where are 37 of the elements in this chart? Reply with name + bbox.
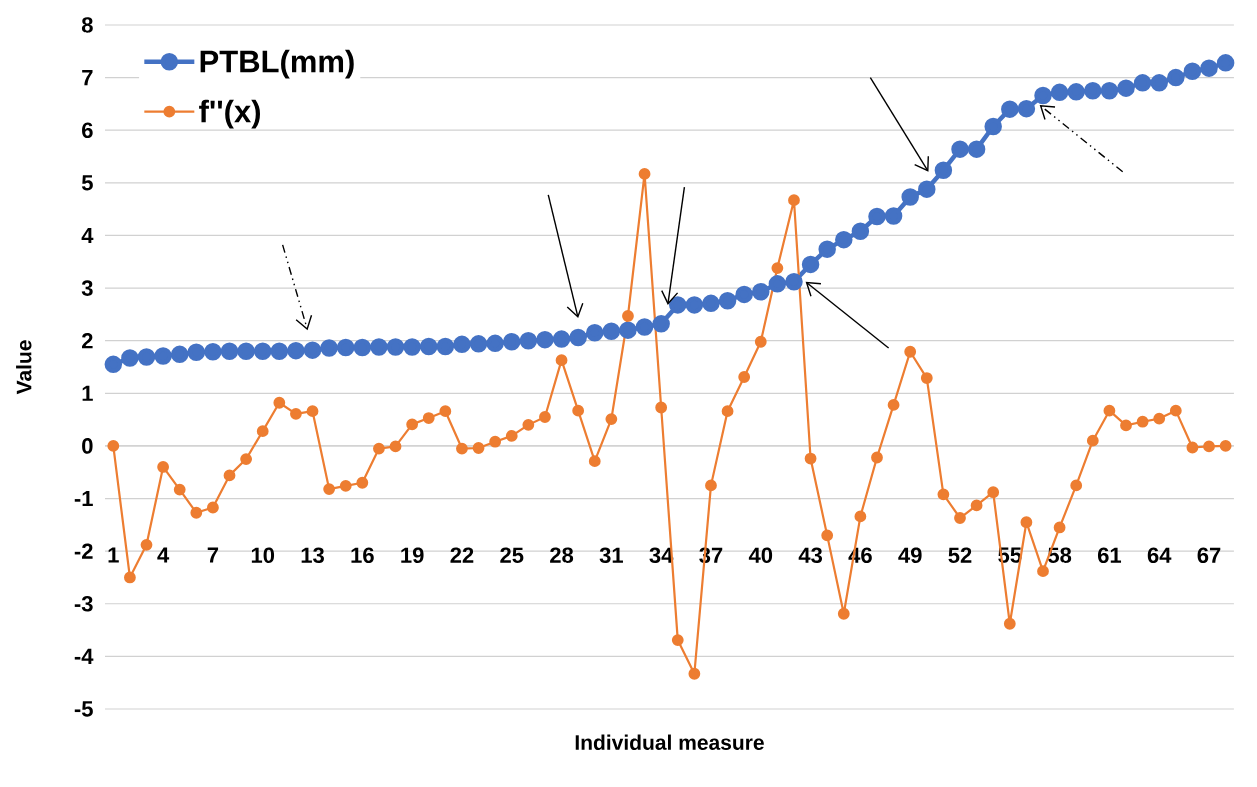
legend-label: f''(x) (199, 99, 260, 129)
y-tick-label: 0 (82, 438, 93, 454)
x-tick-label: 61 (1097, 547, 1122, 564)
x-tick-label: 40 (748, 547, 773, 564)
x-tick-label: 1 (108, 547, 119, 563)
x-tick-label: 52 (948, 547, 972, 564)
x-tick-label: 16 (351, 547, 374, 564)
x-tick-label: 31 (599, 547, 623, 564)
y-tick-label: 8 (81, 17, 93, 33)
x-tick-label: 19 (401, 547, 424, 564)
x-tick-label: 28 (550, 547, 574, 564)
x-tick-label: 13 (301, 547, 324, 564)
y-tick-label: -2 (74, 543, 93, 559)
x-tick-label: 43 (798, 547, 823, 564)
y-axis-title: Value (16, 340, 32, 395)
y-tick-label: 1 (82, 385, 93, 401)
y-tick-label: -1 (74, 490, 93, 507)
y-tick-label: 3 (81, 280, 93, 296)
x-tick-label: 7 (207, 547, 219, 563)
x-tick-label: 22 (450, 547, 474, 563)
y-tick-label: 4 (81, 227, 94, 244)
legend-label: PTBL(mm) (200, 49, 354, 79)
x-tick-label: 67 (1197, 547, 1221, 564)
x-tick-label: 64 (1147, 547, 1172, 564)
y-tick-label: 6 (82, 122, 93, 139)
x-tick-label: 4 (157, 547, 170, 563)
x-tick-label: 58 (1048, 547, 1072, 564)
y-tick-label: -4 (74, 648, 94, 664)
x-tick-label: 10 (251, 547, 275, 564)
y-tick-label: 5 (81, 175, 93, 191)
y-tick-label: -3 (74, 595, 93, 612)
x-tick-label: 25 (500, 547, 524, 564)
x-tick-label: 49 (898, 547, 922, 564)
y-tick-label: 2 (82, 333, 93, 349)
x-axis-title: Individual measure (575, 734, 764, 750)
y-tick-label: -5 (74, 701, 93, 717)
y-tick-label: 7 (82, 70, 93, 86)
